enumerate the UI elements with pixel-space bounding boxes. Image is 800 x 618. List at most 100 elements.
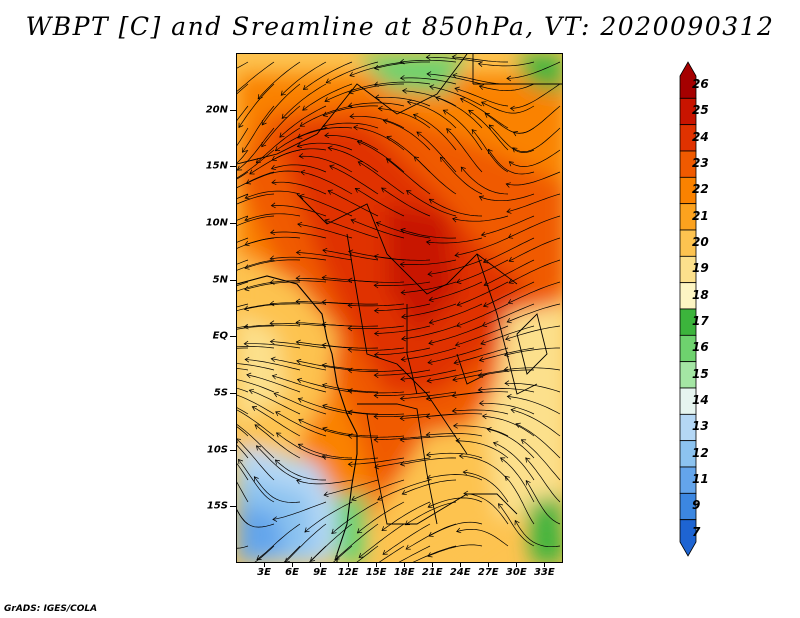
colorbar-label: 22 xyxy=(692,182,709,197)
streamline-arrow xyxy=(404,520,411,526)
streamline xyxy=(270,280,327,283)
streamline-arrow xyxy=(406,99,413,106)
streamline-arrow xyxy=(296,479,302,485)
lat-label: 5S xyxy=(213,387,228,399)
streamline-arrow xyxy=(480,231,487,238)
streamline xyxy=(454,237,509,256)
streamline-arrow xyxy=(452,216,458,223)
streamline xyxy=(479,402,535,415)
streamline xyxy=(443,109,483,151)
streamline xyxy=(456,303,509,327)
streamline xyxy=(322,344,379,349)
streamline xyxy=(254,424,301,459)
streamline xyxy=(506,303,561,323)
streamline xyxy=(244,213,301,221)
streamline xyxy=(329,165,379,195)
streamline-arrow xyxy=(525,457,531,463)
colorbar-label: 14 xyxy=(692,392,709,407)
streamline-arrow xyxy=(321,342,327,349)
streamline xyxy=(400,435,456,441)
streamline-arrow xyxy=(322,111,328,117)
streamline-arrow xyxy=(429,84,435,90)
colorbar-label: 21 xyxy=(692,208,709,223)
streamline-arrow xyxy=(456,278,462,284)
streamline-arrow xyxy=(468,109,474,115)
streamline-arrow xyxy=(373,307,379,314)
streamline-arrow xyxy=(356,140,363,146)
streamline xyxy=(479,193,535,202)
streamline xyxy=(348,279,405,283)
lon-tick xyxy=(488,563,490,567)
streamlines xyxy=(237,54,561,562)
streamline-arrow xyxy=(273,392,279,398)
streamline-arrow xyxy=(399,395,405,402)
streamline xyxy=(300,105,353,127)
streamline-arrow xyxy=(381,526,387,531)
streamline-arrow xyxy=(279,132,285,138)
streamline xyxy=(279,105,327,138)
streamline xyxy=(508,259,561,284)
lat-label: 20N xyxy=(205,104,228,116)
streamline xyxy=(273,392,327,415)
streamline xyxy=(358,523,405,558)
streamline-arrow xyxy=(244,194,250,200)
streamline xyxy=(349,115,405,129)
lon-tick xyxy=(432,563,434,567)
streamline-arrow xyxy=(446,128,452,134)
streamline xyxy=(275,411,327,437)
coastline xyxy=(237,275,358,562)
streamline-arrow xyxy=(505,182,511,188)
streamline xyxy=(271,358,327,371)
streamline-arrow xyxy=(269,300,275,307)
streamline xyxy=(254,545,275,562)
streamline-arrow xyxy=(509,105,515,112)
streamline-arrow xyxy=(400,376,406,382)
streamline xyxy=(446,128,483,173)
streamline xyxy=(237,149,249,164)
streamline-arrow xyxy=(349,113,355,120)
streamline xyxy=(429,86,483,107)
colorbar-label: 18 xyxy=(692,287,709,302)
streamline-arrow xyxy=(347,388,353,394)
streamline xyxy=(383,119,431,151)
streamline-arrow xyxy=(354,187,361,193)
streamline xyxy=(351,479,405,501)
streamline xyxy=(400,369,457,380)
streamline-arrow xyxy=(508,278,514,284)
streamline xyxy=(237,387,249,393)
streamline xyxy=(375,96,431,107)
streamline-arrow xyxy=(296,377,303,384)
streamline-arrow xyxy=(455,322,462,328)
lon-tick xyxy=(348,563,350,567)
streamline-arrow xyxy=(459,97,466,103)
streamline-arrow xyxy=(386,135,392,141)
map-panel[interactable] xyxy=(236,53,563,563)
lat-tick xyxy=(230,223,236,224)
streamline-arrow xyxy=(514,519,520,526)
streamline xyxy=(326,61,379,84)
streamline-arrow xyxy=(356,528,363,534)
streamline xyxy=(237,259,275,271)
streamline xyxy=(427,474,483,481)
streamline xyxy=(374,81,431,86)
colorbar-label: 7 xyxy=(692,524,701,539)
lon-label: 12E xyxy=(337,567,359,578)
streamline-arrow xyxy=(334,555,340,561)
streamline-arrow xyxy=(456,527,462,534)
streamline xyxy=(349,61,405,77)
streamline xyxy=(244,259,301,269)
streamline-arrow xyxy=(400,356,406,363)
streamline xyxy=(481,215,535,236)
streamline-arrow xyxy=(373,282,379,289)
colorbar-label: 16 xyxy=(692,340,709,355)
streamline-arrow xyxy=(297,221,303,228)
streamline xyxy=(374,413,431,418)
streamline xyxy=(426,237,483,244)
streamline xyxy=(355,188,405,217)
streamline-arrow xyxy=(271,155,277,161)
streamline-arrow xyxy=(413,156,419,162)
streamline-arrow xyxy=(425,413,431,420)
streamline xyxy=(261,105,301,147)
streamline xyxy=(296,277,353,283)
